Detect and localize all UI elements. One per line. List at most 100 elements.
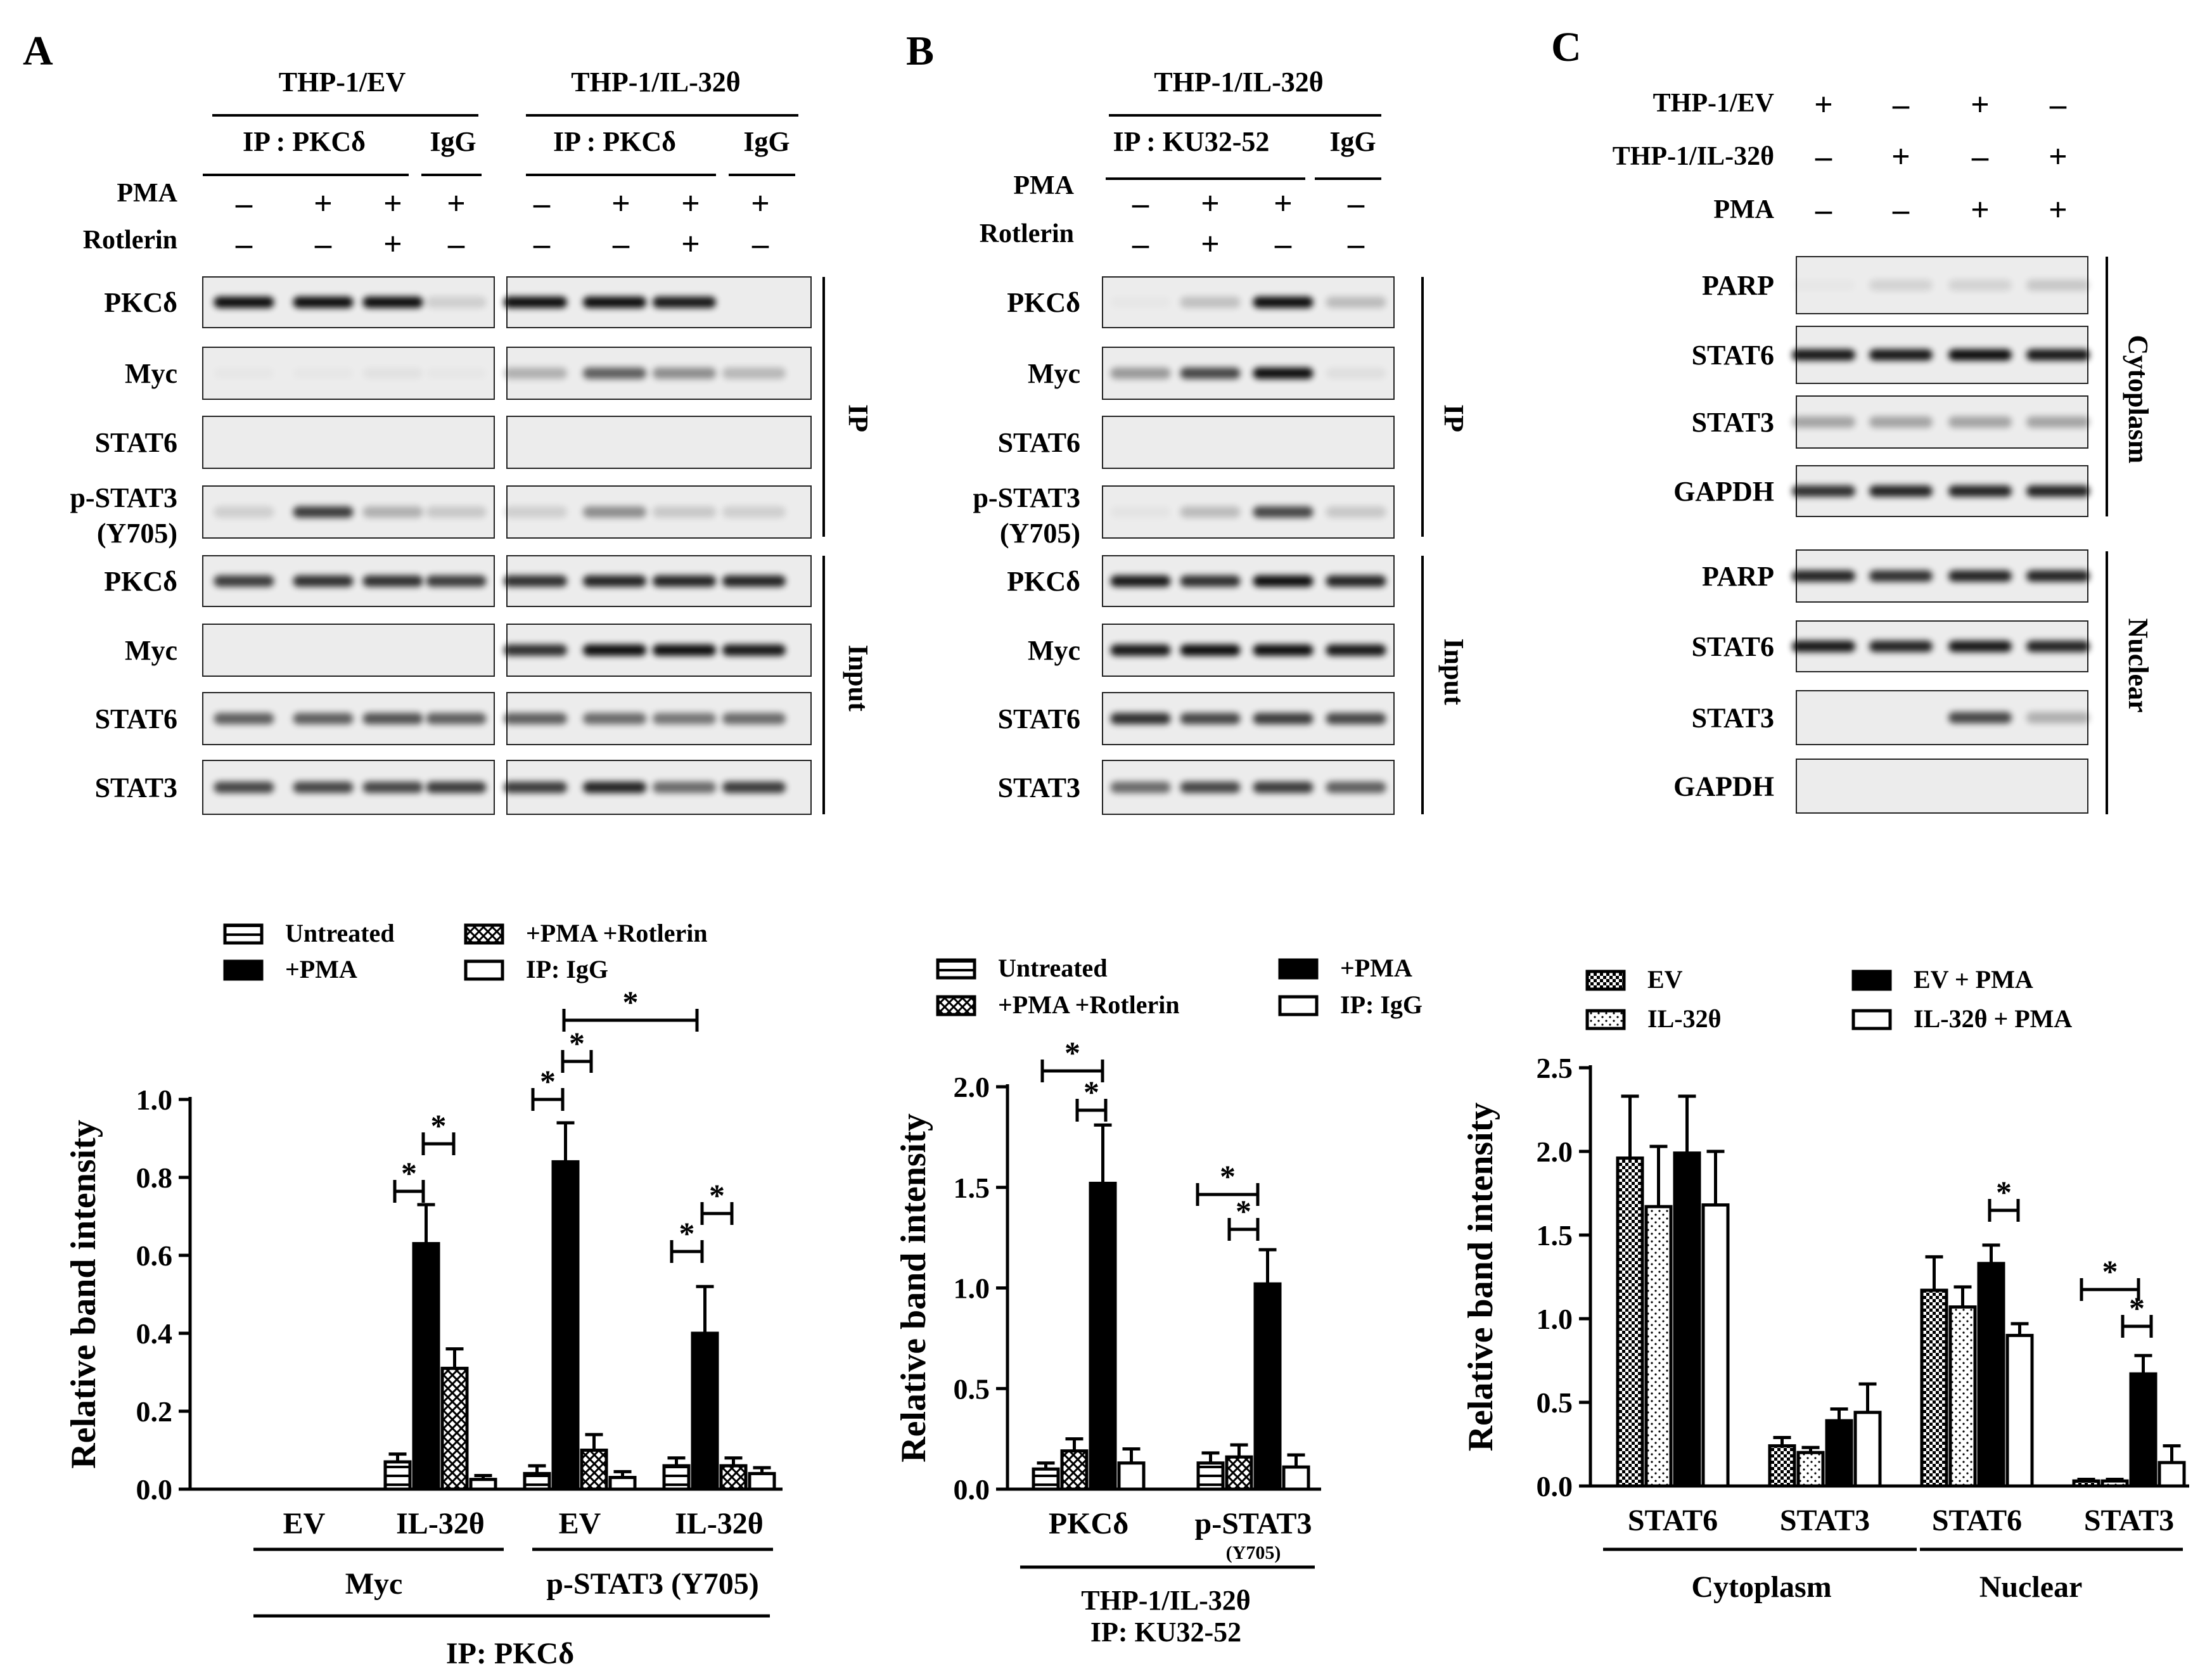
blot-strip-ev bbox=[202, 347, 495, 400]
group-label: p-STAT3 (Y705) bbox=[546, 1567, 759, 1601]
band bbox=[362, 297, 423, 308]
condition-label-ev: THP-1/EV bbox=[279, 67, 406, 98]
band bbox=[1869, 641, 1933, 652]
legend-swatch bbox=[936, 958, 976, 980]
band bbox=[214, 781, 274, 793]
legend-label: Untreated bbox=[998, 954, 1108, 982]
band bbox=[1326, 368, 1386, 379]
sign-c: + bbox=[1971, 87, 1990, 123]
band bbox=[1869, 416, 1933, 428]
y-axis-label: Relative band intensity bbox=[1461, 1103, 1500, 1452]
blot-row-label: GAPDH bbox=[1673, 771, 1774, 802]
blot-row-label: PARP bbox=[1702, 270, 1774, 301]
blot-row-label: PKCδ bbox=[1007, 566, 1080, 597]
sign-a-ev: – bbox=[235, 226, 253, 262]
significance-star: * bbox=[623, 984, 639, 1020]
sign-a-il32: – bbox=[751, 226, 769, 262]
blot-row-label: Myc bbox=[125, 635, 177, 666]
band bbox=[1326, 506, 1386, 518]
sign-c: + bbox=[2049, 192, 2068, 228]
ip-label-b: IP : KU32-52 bbox=[1113, 126, 1270, 157]
section-label-input-b: Input bbox=[1438, 638, 1469, 705]
x-tick-label: STAT3 bbox=[2084, 1504, 2174, 1537]
blot-row-label: Myc bbox=[1028, 635, 1080, 666]
band bbox=[722, 368, 786, 379]
bar-EV + PMA bbox=[1825, 1419, 1853, 1488]
band bbox=[1869, 570, 1933, 582]
sign-a-il32: – bbox=[533, 186, 551, 222]
blot-row-sublabel: (Y705) bbox=[97, 518, 177, 549]
band bbox=[426, 297, 487, 308]
sign-b: + bbox=[1274, 186, 1293, 222]
sign-a-ev: – bbox=[314, 226, 332, 262]
band bbox=[362, 368, 423, 379]
band bbox=[214, 297, 274, 308]
band bbox=[1111, 506, 1171, 518]
bar-IP: IgG bbox=[469, 1478, 497, 1491]
band bbox=[1253, 575, 1314, 587]
treatment-label-pma: PMA bbox=[117, 179, 177, 208]
y-tick-label: 0.4 bbox=[136, 1317, 173, 1350]
blot-row-label: STAT6 bbox=[95, 427, 177, 458]
band bbox=[722, 575, 786, 587]
significance-star: * bbox=[1996, 1174, 2012, 1210]
bar-EV bbox=[1768, 1444, 1796, 1488]
y-tick-label: 0.2 bbox=[136, 1395, 173, 1428]
band bbox=[1869, 485, 1933, 497]
y-tick-label: 1.0 bbox=[954, 1272, 990, 1305]
bar-IL-32θ bbox=[2100, 1479, 2129, 1488]
y-tick-label: 0.0 bbox=[954, 1473, 990, 1506]
section-label-ip-b: IP bbox=[1438, 404, 1469, 432]
significance-star: * bbox=[709, 1177, 725, 1213]
band bbox=[653, 644, 716, 656]
band bbox=[1111, 297, 1171, 308]
y-tick-label: 0.6 bbox=[136, 1239, 173, 1272]
y-tick-label: 0.5 bbox=[1537, 1387, 1573, 1419]
x-tick-sublabel: (Y705) bbox=[1226, 1542, 1281, 1563]
legend-swatch bbox=[1278, 958, 1319, 980]
band bbox=[426, 713, 487, 724]
sign-a-ev: + bbox=[383, 186, 402, 222]
blot-row-label: GAPDH bbox=[1673, 476, 1774, 507]
bar-+PMA bbox=[1089, 1181, 1117, 1491]
band bbox=[653, 506, 716, 518]
sign-b: – bbox=[1132, 186, 1149, 222]
bar-+PMA bbox=[691, 1331, 719, 1491]
x-tick-label: PKCδ bbox=[1049, 1507, 1128, 1540]
sign-b: – bbox=[1347, 226, 1365, 262]
band bbox=[1792, 570, 1855, 582]
y-axis-label: Relative band intensity bbox=[64, 1120, 103, 1469]
y-tick-label: 2.0 bbox=[954, 1071, 990, 1103]
band bbox=[1948, 641, 2012, 652]
band bbox=[214, 506, 274, 518]
treatment-label-pma-b: PMA bbox=[1013, 171, 1074, 200]
footer-label: IP: KU32-52 bbox=[1090, 1617, 1241, 1648]
significance-star: * bbox=[2129, 1290, 2145, 1326]
chart-a: 0.0 0.2 0.4 0.6 0.8 1.0 Relative band intensit… bbox=[64, 919, 783, 1670]
legend-label: +PMA +Rotlerin bbox=[998, 990, 1180, 1019]
bar-+PMA +Rotlerin bbox=[719, 1464, 748, 1491]
y-tick-label: 0.0 bbox=[136, 1473, 173, 1506]
sign-b: + bbox=[1201, 226, 1220, 262]
bar-+PMA +Rotlerin bbox=[1225, 1455, 1253, 1491]
legend-label: IP: IgG bbox=[526, 955, 608, 983]
sign-c: – bbox=[2049, 87, 2067, 123]
bar-Untreated bbox=[1032, 1467, 1060, 1491]
blot-panel-a: THP-1/EV THP-1/IL-32θ IP : PKCδ IgG IP :… bbox=[70, 67, 874, 815]
x-tick-label: IL-32θ bbox=[675, 1507, 764, 1540]
significance-star: * bbox=[431, 1108, 447, 1143]
panel-label-c: C bbox=[1551, 24, 1582, 70]
footer-label: IP: PKCδ bbox=[446, 1637, 574, 1670]
band bbox=[362, 781, 423, 793]
band bbox=[1180, 368, 1241, 379]
band bbox=[2026, 641, 2090, 652]
sign-c: – bbox=[1892, 87, 1910, 123]
sign-a-il32: + bbox=[681, 186, 700, 222]
bar-+PMA +Rotlerin bbox=[580, 1449, 608, 1491]
band bbox=[1110, 575, 1171, 587]
band bbox=[1180, 297, 1241, 308]
band bbox=[583, 644, 646, 656]
treatment-label-rotlerin-b: Rotlerin bbox=[980, 219, 1074, 248]
group-label: Nuclear bbox=[1979, 1570, 2083, 1604]
bar-IL-32θ bbox=[1796, 1451, 1825, 1488]
